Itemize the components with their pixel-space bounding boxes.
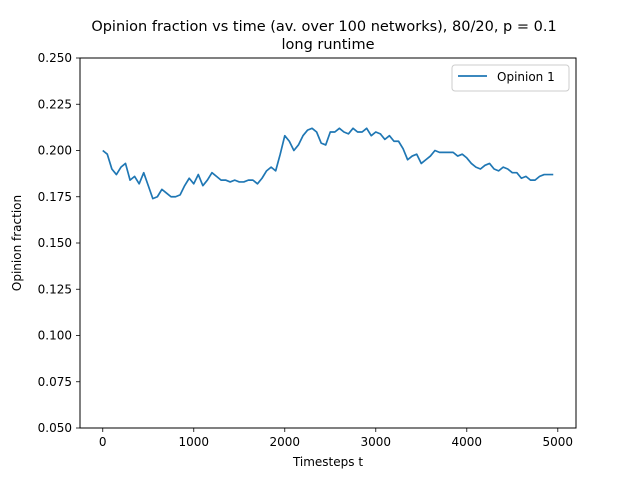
x-axis-ticks: 0 1000 2000 3000 4000 5000 xyxy=(99,428,573,449)
y-tick-label: 0.100 xyxy=(38,329,72,343)
legend-label-opinion-1: Opinion 1 xyxy=(497,70,555,84)
y-tick-label: 0.225 xyxy=(38,97,72,111)
legend: Opinion 1 xyxy=(451,64,570,92)
plot-frame xyxy=(79,57,577,429)
y-tick-label: 0.250 xyxy=(38,51,72,65)
y-tick-label: 0.200 xyxy=(38,144,72,158)
y-tick-label: 0.150 xyxy=(38,236,72,250)
y-tick-label: 0.125 xyxy=(38,282,72,296)
x-tick-label: 5000 xyxy=(543,435,574,449)
y-axis-label: Opinion fraction xyxy=(10,195,24,291)
x-tick-label: 2000 xyxy=(269,435,300,449)
y-axis-ticks: 0.050 0.075 0.100 0.125 0.150 0.175 0.200 0.225… xyxy=(38,51,80,435)
x-tick-label: 3000 xyxy=(361,435,392,449)
y-tick-label: 0.175 xyxy=(38,190,72,204)
chart-title: Opinion fraction vs time (av. over 100 n… xyxy=(91,19,556,35)
series-line-opinion-1 xyxy=(102,127,554,200)
x-axis-label: Timesteps t xyxy=(292,455,363,469)
x-tick-label: 4000 xyxy=(452,435,483,449)
series-layer xyxy=(102,127,554,200)
x-tick-label: 1000 xyxy=(178,435,209,449)
y-tick-label: 0.075 xyxy=(38,375,72,389)
chart-subtitle: long runtime xyxy=(281,37,374,53)
x-tick-label: 0 xyxy=(99,435,107,449)
y-tick-label: 0.050 xyxy=(38,421,72,435)
legend-box xyxy=(451,64,570,92)
